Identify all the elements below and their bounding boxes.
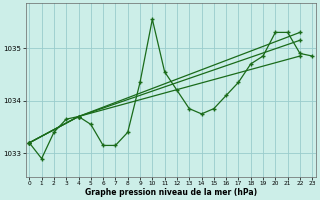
X-axis label: Graphe pression niveau de la mer (hPa): Graphe pression niveau de la mer (hPa) (85, 188, 257, 197)
